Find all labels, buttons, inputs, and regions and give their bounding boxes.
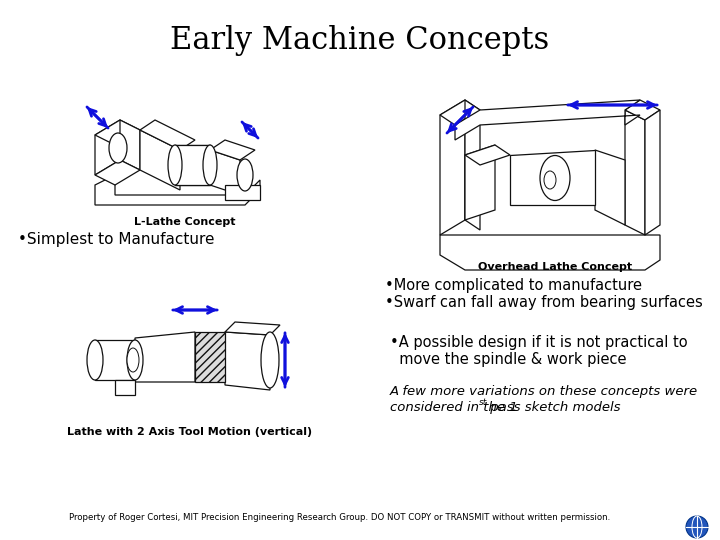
- Polygon shape: [465, 145, 495, 220]
- Polygon shape: [95, 340, 135, 380]
- Polygon shape: [95, 160, 140, 185]
- Text: •Simplest to Manufacture: •Simplest to Manufacture: [18, 232, 215, 247]
- Polygon shape: [95, 120, 120, 175]
- Ellipse shape: [203, 145, 217, 185]
- Polygon shape: [625, 100, 660, 120]
- Polygon shape: [210, 140, 255, 160]
- Polygon shape: [120, 120, 140, 170]
- Polygon shape: [510, 150, 595, 205]
- Ellipse shape: [540, 156, 570, 200]
- Text: •A possible design if it is not practical to: •A possible design if it is not practica…: [390, 335, 688, 350]
- Ellipse shape: [127, 340, 143, 380]
- Text: considered in the 1: considered in the 1: [390, 401, 518, 414]
- Ellipse shape: [109, 133, 127, 163]
- Polygon shape: [440, 235, 660, 270]
- Polygon shape: [595, 150, 625, 225]
- Text: Overhead Lathe Concept: Overhead Lathe Concept: [478, 262, 632, 272]
- Ellipse shape: [127, 348, 139, 372]
- Ellipse shape: [168, 145, 182, 185]
- Polygon shape: [95, 175, 260, 205]
- Polygon shape: [455, 100, 640, 140]
- Ellipse shape: [261, 332, 279, 388]
- Polygon shape: [645, 110, 660, 235]
- Polygon shape: [440, 100, 480, 125]
- Polygon shape: [135, 332, 195, 382]
- Polygon shape: [115, 380, 135, 395]
- Text: Lathe with 2 Axis Tool Motion (vertical): Lathe with 2 Axis Tool Motion (vertical): [68, 427, 312, 437]
- Text: L-Lathe Concept: L-Lathe Concept: [134, 217, 235, 227]
- Polygon shape: [95, 120, 140, 145]
- Ellipse shape: [237, 159, 253, 191]
- Polygon shape: [465, 100, 480, 230]
- Polygon shape: [465, 145, 510, 165]
- Polygon shape: [225, 322, 280, 335]
- Polygon shape: [210, 150, 240, 195]
- Polygon shape: [140, 120, 195, 150]
- Polygon shape: [225, 332, 270, 390]
- Polygon shape: [175, 145, 210, 185]
- Ellipse shape: [544, 171, 556, 189]
- Ellipse shape: [87, 340, 103, 380]
- Circle shape: [686, 516, 708, 538]
- Polygon shape: [195, 332, 225, 382]
- Polygon shape: [440, 100, 465, 235]
- Text: •Swarf can fall away from bearing surfaces: •Swarf can fall away from bearing surfac…: [385, 295, 703, 310]
- Text: move the spindle & work piece: move the spindle & work piece: [390, 352, 626, 367]
- Text: Early Machine Concepts: Early Machine Concepts: [171, 25, 549, 56]
- Text: pass sketch models: pass sketch models: [486, 401, 621, 414]
- Text: •More complicated to manufacture: •More complicated to manufacture: [385, 278, 642, 293]
- Text: Property of Roger Cortesi, MIT Precision Engineering Research Group. DO NOT COPY: Property of Roger Cortesi, MIT Precision…: [69, 513, 611, 522]
- Polygon shape: [625, 110, 645, 235]
- Polygon shape: [140, 130, 180, 190]
- Text: st: st: [479, 398, 487, 407]
- Text: A few more variations on these concepts were: A few more variations on these concepts …: [390, 385, 698, 398]
- Polygon shape: [225, 185, 260, 200]
